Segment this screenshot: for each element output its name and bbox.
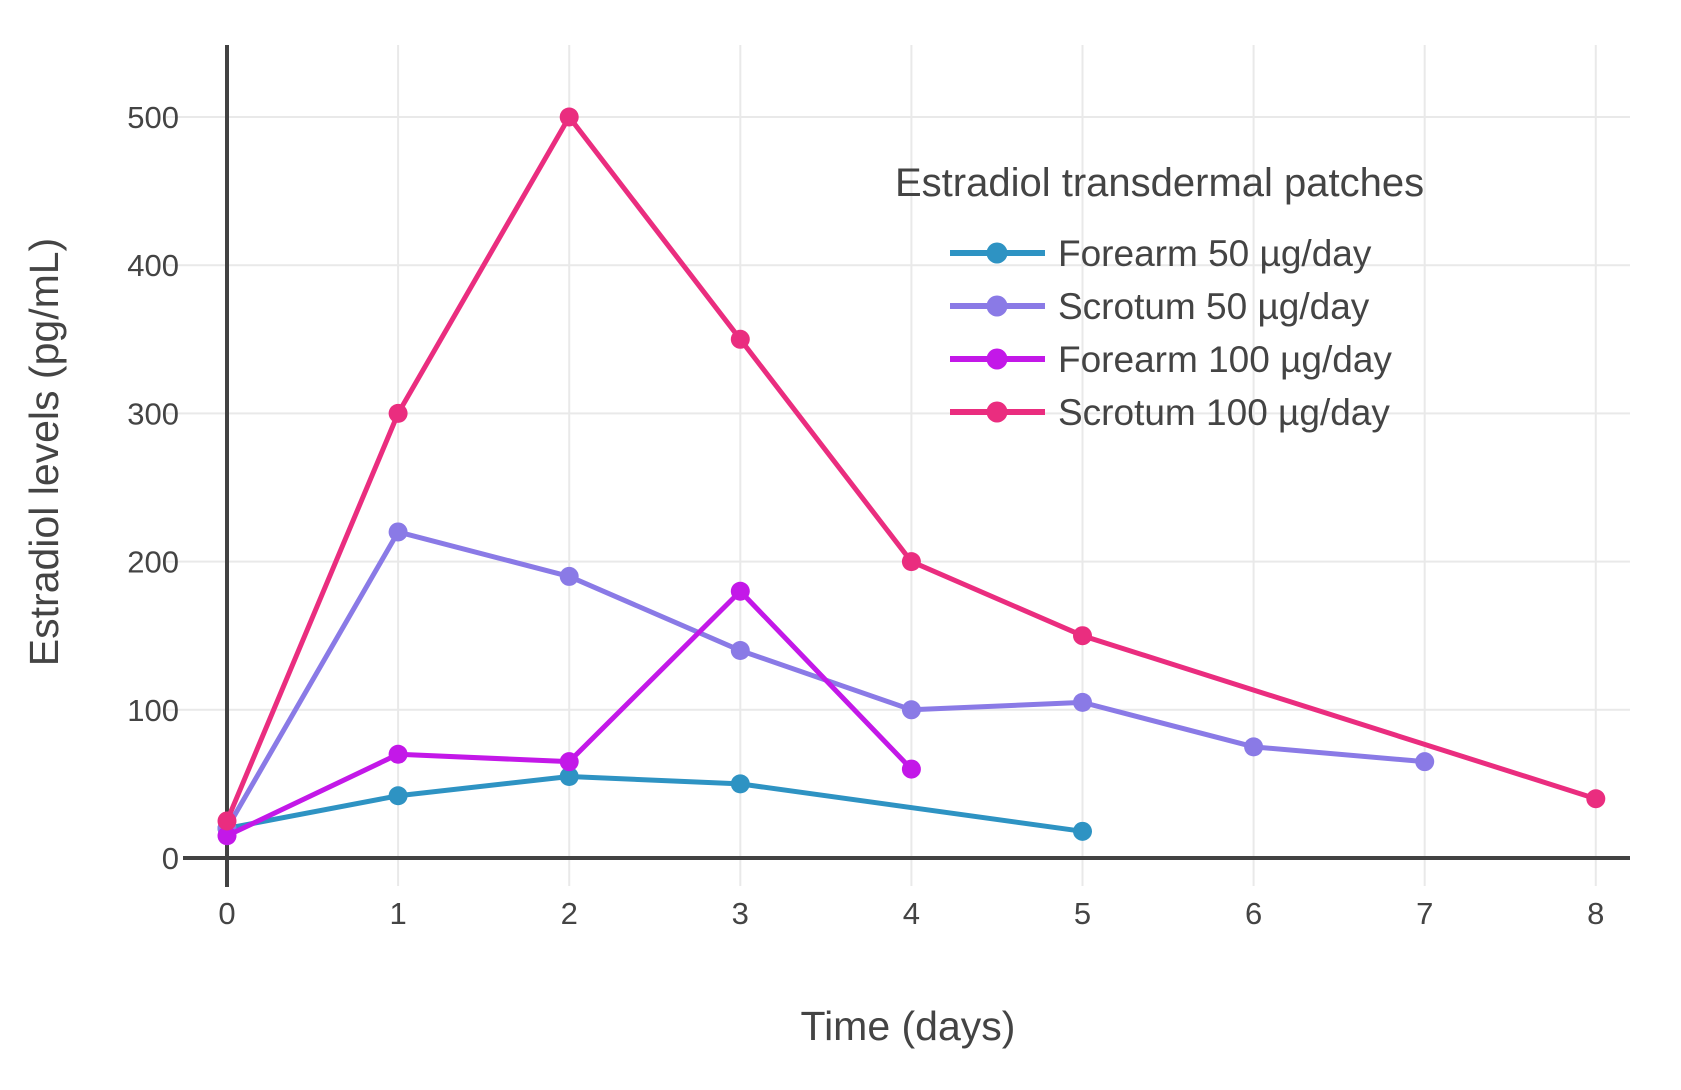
marker-scrotum-50-g-day-x4 [901,700,921,720]
legend-item-label: Scrotum 100 µg/day [1058,392,1390,433]
legend-swatch-marker-icon [986,401,1008,423]
legend-item-label: Forearm 50 µg/day [1058,233,1372,274]
legend-item-forearm-100-g-day[interactable]: Forearm 100 µg/day [950,339,1392,380]
tick-labels: 0 100 200 300 400 500 0 1 2 3 4 5 6 7 8 [127,100,1604,931]
x-tick-label-6: 6 [1245,896,1262,931]
series-scrotum-100-g-day [217,107,1606,831]
legend-item-label: Scrotum 50 µg/day [1058,286,1370,327]
x-tick-label-3: 3 [732,896,749,931]
legend-item-forearm-50-g-day[interactable]: Forearm 50 µg/day [950,233,1372,274]
x-tick-label-4: 4 [903,896,920,931]
marker-forearm-100-g-day-x0 [217,826,237,846]
series-lines [217,107,1606,846]
marker-forearm-100-g-day-x3 [730,581,750,601]
legend-item-scrotum-100-g-day[interactable]: Scrotum 100 µg/day [950,392,1390,433]
marker-forearm-100-g-day-x2 [559,752,579,772]
legend: Estradiol transdermal patches Forearm 50… [895,161,1424,433]
legend-title: Estradiol transdermal patches [895,161,1424,205]
legend-swatch-marker-icon [986,295,1008,317]
marker-scrotum-50-g-day-x2 [559,566,579,586]
x-tick-label-1: 1 [389,896,406,931]
x-axis-title: Time (days) [801,1003,1016,1049]
series-forearm-100-g-day [217,581,921,846]
legend-item-label: Forearm 100 µg/day [1058,339,1392,380]
marker-scrotum-50-g-day-x1 [388,522,408,542]
y-tick-label-400: 400 [127,248,179,283]
marker-forearm-100-g-day-x4 [901,759,921,779]
gridlines [166,45,1630,886]
marker-scrotum-50-g-day-x5 [1073,692,1092,712]
marker-scrotum-100-g-day-x2 [559,107,579,127]
x-tick-label-8: 8 [1587,896,1604,931]
y-tick-label-200: 200 [127,545,179,580]
x-tick-label-0: 0 [218,896,235,931]
x-tick-label-5: 5 [1074,896,1091,931]
axes [183,45,1630,887]
marker-forearm-100-g-day-x1 [388,744,408,764]
legend-swatch-marker-icon [986,348,1008,370]
y-tick-label-500: 500 [127,100,179,135]
marker-scrotum-100-g-day-x4 [901,552,921,572]
marker-scrotum-50-g-day-x6 [1244,737,1264,757]
y-tick-label-0: 0 [162,841,179,876]
marker-scrotum-50-g-day-x3 [730,641,750,661]
marker-scrotum-100-g-day-x8 [1586,789,1606,809]
marker-scrotum-100-g-day-x5 [1073,626,1092,646]
y-axis-title: Estradiol levels (pg/mL) [21,238,67,666]
x-tick-label-2: 2 [561,896,578,931]
marker-scrotum-50-g-day-x7 [1415,752,1435,772]
legend-swatch-marker-icon [986,242,1008,264]
legend-item-scrotum-50-g-day[interactable]: Scrotum 50 µg/day [950,286,1370,327]
marker-scrotum-100-g-day-x3 [730,329,750,349]
marker-scrotum-100-g-day-x1 [388,403,408,423]
x-tick-label-7: 7 [1416,896,1433,931]
y-tick-label-300: 300 [127,396,179,431]
y-tick-label-100: 100 [127,693,179,728]
marker-forearm-50-g-day-x2 [559,766,579,786]
marker-forearm-50-g-day-x5 [1073,821,1092,841]
marker-scrotum-100-g-day-x0 [217,811,237,831]
series-line-forearm-50-g-day [224,773,1085,834]
marker-forearm-50-g-day-x3 [730,774,750,794]
marker-forearm-50-g-day-x1 [388,786,408,806]
